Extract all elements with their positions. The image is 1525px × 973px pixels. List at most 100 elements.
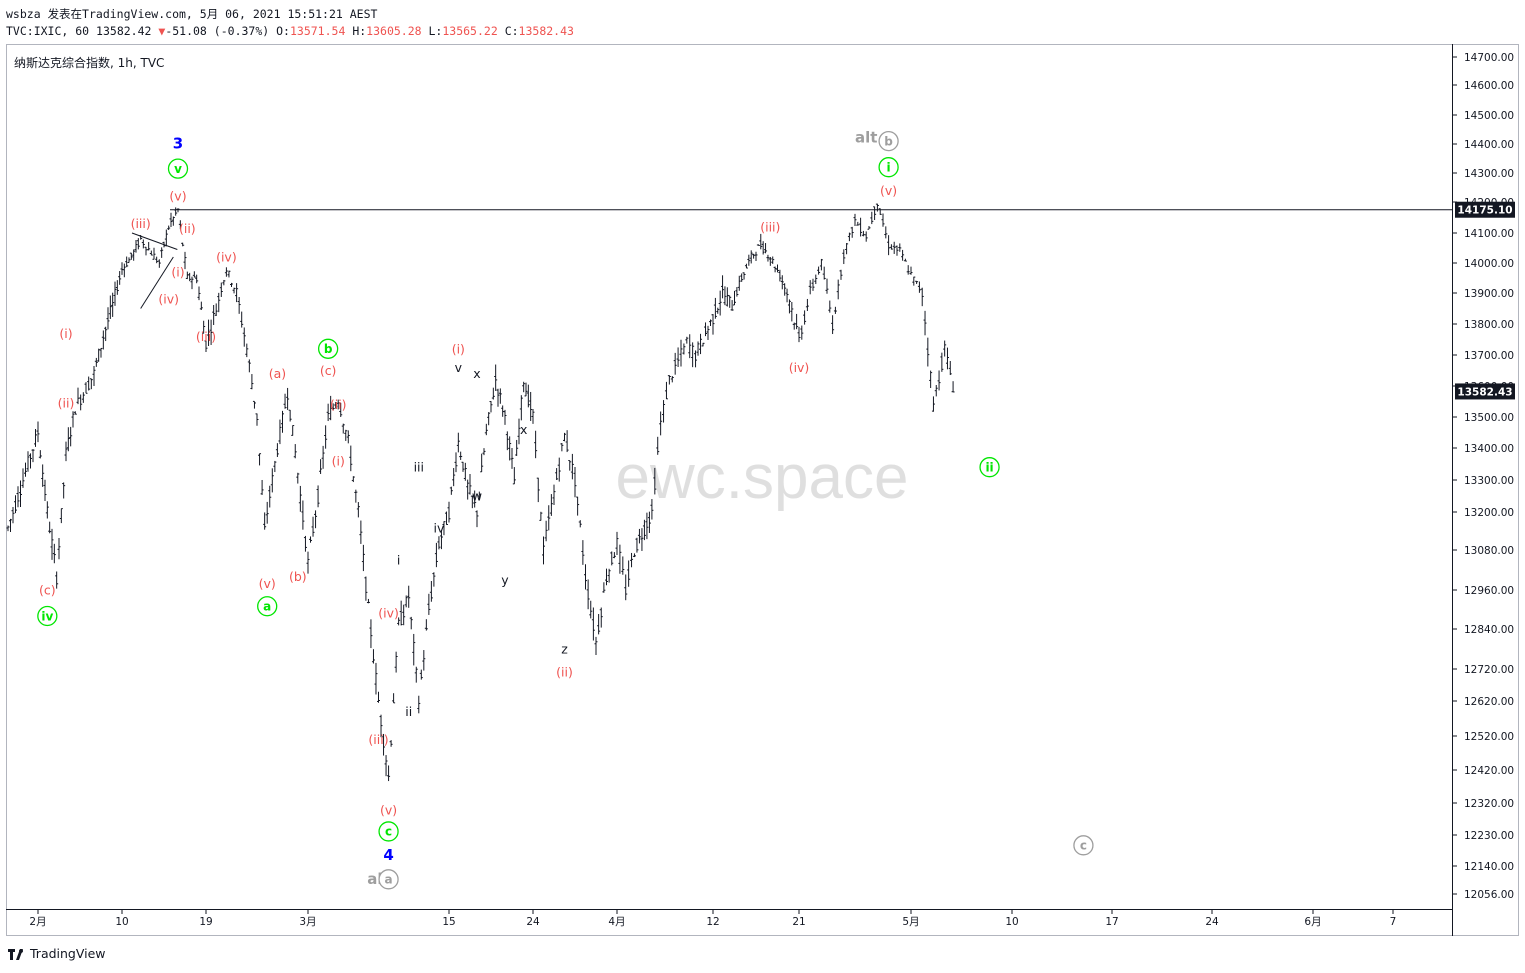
y-tick-label: 12520.00 xyxy=(1464,731,1514,743)
wave-label: y xyxy=(501,573,509,588)
open-label: O: xyxy=(276,24,290,38)
wave-label: (iii) xyxy=(196,329,216,344)
wave-label: x xyxy=(473,366,480,381)
tradingview-brand: TradingView xyxy=(30,946,106,961)
wave-label: (ii) xyxy=(330,397,347,412)
y-tick-label: 12140.00 xyxy=(1464,861,1514,873)
chart-header-line1: wsbza 发表在TradingView.com, 5月 06, 2021 15… xyxy=(6,7,378,21)
x-tick-label: 21 xyxy=(792,916,805,928)
wave-label: (iii) xyxy=(368,732,388,747)
y-tick-label: 12720.00 xyxy=(1464,664,1514,676)
wave-label-circle-icon xyxy=(878,157,899,178)
wave-label: (c) xyxy=(320,363,337,378)
y-tick-label: 14300.00 xyxy=(1464,168,1514,180)
wave-label: w xyxy=(472,489,482,504)
close-label: C: xyxy=(504,24,519,38)
change-value: -51.08 xyxy=(165,24,207,38)
price-bars xyxy=(6,203,955,782)
x-tick-label: 7 xyxy=(1390,916,1397,928)
y-tick-label: 12620.00 xyxy=(1464,696,1514,708)
chart-header-line2: TVC:IXIC, 60 13582.42 ▼-51.08 (-0.37%) O… xyxy=(6,24,574,38)
wave-label-circled: a xyxy=(385,873,393,887)
wave-label-circle-icon xyxy=(979,457,1000,478)
y-tick-label: 13500.00 xyxy=(1464,412,1514,424)
x-tick-label: 19 xyxy=(199,916,212,928)
y-tick-label: 13900.00 xyxy=(1464,288,1514,300)
low-value: 13565.22 xyxy=(442,24,498,38)
wave-label: (iv) xyxy=(216,250,237,265)
x-tick-label: 5月 xyxy=(902,916,919,928)
watermark: ewc.space xyxy=(616,443,909,512)
wave-label: (iv) xyxy=(158,292,179,307)
wave-label-circled: b xyxy=(324,342,333,356)
high-value: 13605.28 xyxy=(366,24,422,38)
wave-label: (v) xyxy=(380,803,397,818)
triangle-line-upper xyxy=(131,232,178,250)
x-tick-label: 10 xyxy=(1005,916,1018,928)
wave-label: (v) xyxy=(169,189,186,204)
time-axis[interactable]: 2月 10 19 3月 15 24 4月 12 21 5月 10 17 24 6月 7 xyxy=(29,909,1396,928)
wave-label-circle-icon xyxy=(37,605,58,627)
wave-label-circled: b xyxy=(884,134,893,148)
author-name: wsbza xyxy=(6,7,41,21)
chart-pane-border xyxy=(6,44,1519,936)
chart-title: 纳斯达克综合指数, 1h, TVC xyxy=(14,55,164,70)
price-tag-label: 14175.10 xyxy=(1457,205,1512,217)
wave-label: (v) xyxy=(259,576,276,591)
wave-label: (i) xyxy=(59,326,72,341)
wave-label: (iv) xyxy=(789,360,810,375)
x-tick-label: 15 xyxy=(442,916,455,928)
symbol-label: TVC:IXIC xyxy=(6,24,62,38)
wave-label-circle-icon xyxy=(378,821,399,842)
tradingview-logo[interactable]: TradingView xyxy=(8,946,106,961)
wave-label: (b) xyxy=(289,569,307,584)
wave-label: (iii) xyxy=(131,216,151,231)
y-tick-label: 12960.00 xyxy=(1464,585,1514,597)
wave-label: (a) xyxy=(269,366,286,381)
wave-label: v xyxy=(455,360,463,375)
x-tick-label: 3月 xyxy=(299,916,316,928)
wave-label: (iii) xyxy=(760,219,780,234)
y-tick-label: 14400.00 xyxy=(1464,139,1514,151)
price-axis[interactable]: 14700.00 14600.00 14500.00 14400.00 14300.00… xyxy=(1452,52,1514,901)
wave-label-circled: c xyxy=(385,825,392,839)
y-tick-label: 12056.00 xyxy=(1464,889,1514,901)
y-tick-label: 13700.00 xyxy=(1464,350,1514,362)
wave-label: (i) xyxy=(171,265,184,280)
wave-label-circle-icon xyxy=(378,869,399,890)
wave-label-circle-icon xyxy=(167,158,189,179)
low-label: L: xyxy=(428,24,443,38)
triangle-line-lower xyxy=(140,256,174,309)
wave-label: alt xyxy=(855,129,877,147)
interval-label: 60 xyxy=(75,24,90,38)
wave-label: (iv) xyxy=(378,605,399,620)
wave-labels: 3 v (v) (iii) (ii) (iv) (i) (iv) (iii) (i) (ii) (c)… xyxy=(37,129,1094,890)
wave-label: iv xyxy=(433,520,444,535)
wave-label-circle-icon xyxy=(1073,835,1094,856)
x-tick-label: 10 xyxy=(115,916,128,928)
y-tick-label: 12230.00 xyxy=(1464,830,1514,842)
publish-datetime: 5月 06, 2021 15:51:21 AEST xyxy=(199,7,378,21)
y-tick-label: 12840.00 xyxy=(1464,624,1514,636)
wave-label: 4 xyxy=(383,846,393,864)
price-tag-label: 13582.43 xyxy=(1457,386,1512,398)
wave-label: z xyxy=(561,642,568,657)
price-tag-bg xyxy=(1455,201,1515,218)
wave-label: (ii) xyxy=(58,396,75,411)
open-value: 13571.54 xyxy=(289,24,346,38)
price-tag-bg xyxy=(1455,383,1515,400)
wave-label-circle-icon xyxy=(878,130,899,152)
wave-label: 3 xyxy=(173,135,183,153)
y-tick-label: 13400.00 xyxy=(1464,443,1514,455)
y-tick-label: 12320.00 xyxy=(1464,798,1514,810)
x-tick-label: 17 xyxy=(1105,916,1118,928)
x-tick-label: 24 xyxy=(1205,916,1219,928)
y-tick-label: 13800.00 xyxy=(1464,319,1514,331)
wave-label-circled: i xyxy=(887,161,891,175)
wave-label-circled: ii xyxy=(985,461,993,475)
wave-label: i xyxy=(397,553,400,568)
wave-label-circled: v xyxy=(174,162,182,176)
wave-label: x xyxy=(520,422,527,437)
x-tick-label: 4月 xyxy=(608,916,625,928)
